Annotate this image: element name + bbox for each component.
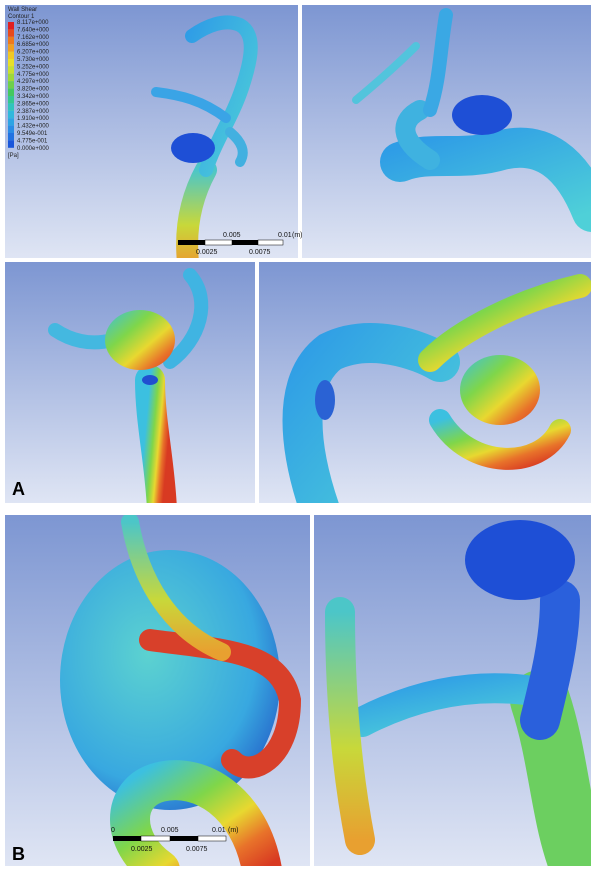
legend-label: 4.775e-001: [17, 138, 48, 144]
legend-label: 1.432e+000: [17, 124, 50, 130]
scale-segment: [257, 239, 284, 246]
legend-subtitle: Contour 1: [8, 14, 35, 20]
legend-label: 3.820e+000: [17, 87, 50, 93]
legend-label: 2.387e+000: [17, 109, 50, 115]
low-shear-spot: [142, 375, 158, 385]
scale-segment: [113, 836, 141, 841]
legend-label: 5.730e+000: [17, 57, 50, 63]
legend-label: 4.297e+000: [17, 79, 50, 85]
vessel: [395, 100, 440, 170]
legend-color-band: [8, 110, 14, 119]
legend-unit: [Pa]: [8, 153, 19, 159]
legend-color-band: [8, 22, 14, 30]
vessel: [176, 159, 217, 258]
vessel-model: [151, 15, 258, 258]
scale-label: 0: [111, 827, 115, 834]
scale-label: 0.005: [223, 232, 241, 239]
vessel: [151, 87, 231, 123]
scale-segment: [232, 240, 258, 245]
legend-label: 7.162e+000: [17, 35, 50, 41]
scale-label: 0.0075: [186, 846, 208, 853]
panel-background: [5, 262, 255, 503]
vessel-model: [352, 8, 591, 232]
legend-color-band: [8, 29, 14, 37]
vessel: [347, 673, 555, 737]
vessel: [185, 15, 258, 177]
legend-label: 3.342e+000: [17, 94, 50, 100]
scale-label: 0.01: [212, 827, 226, 834]
vessel: [418, 274, 591, 372]
vessel: [282, 323, 460, 503]
legend: Wall Shear Contour 1 [Pa] 8.117e+0007.64…: [8, 7, 50, 159]
vessel: [135, 365, 177, 503]
scale-label: 0.005: [161, 827, 179, 834]
vessel: [121, 515, 231, 661]
legend-label: 6.207e+000: [17, 50, 50, 56]
legend-label: 4.775e+000: [17, 72, 50, 78]
vessel: [423, 8, 453, 117]
aneurysm: [105, 310, 175, 370]
scale-label: 0.0025: [196, 249, 218, 256]
aneurysm: [465, 520, 575, 600]
scale-label: 0.01: [278, 232, 292, 239]
low-shear-spot: [315, 380, 335, 420]
scale-label: 0.0025: [131, 846, 153, 853]
legend-color-band: [8, 36, 14, 45]
scale-segment: [178, 240, 205, 245]
legend-title: Wall Shear: [8, 7, 37, 13]
legend-color-band: [8, 44, 14, 52]
panel-label: A: [12, 479, 25, 499]
vessel-model: [282, 274, 591, 503]
vessel: [520, 580, 580, 740]
legend-color-band: [8, 103, 14, 111]
scale-label: (m): [292, 232, 303, 239]
legend-label: 9.549e-001: [17, 131, 48, 137]
legend-color-band: [8, 81, 14, 89]
legend-color-band: [8, 140, 14, 148]
legend-color-band: [8, 125, 14, 133]
scale-bar: 0.005 0.01 (m) 0.0025 0.0075: [178, 232, 303, 256]
aneurysm: [460, 355, 540, 425]
legend-color-band: [8, 133, 14, 141]
legend-label: 7.640e+000: [17, 27, 50, 33]
scale-segment: [197, 835, 227, 842]
vessel: [429, 409, 571, 470]
scale-segment: [140, 835, 171, 842]
legend-color-band: [8, 96, 14, 104]
scale-segment: [170, 836, 198, 841]
scale-label: 0.0075: [249, 249, 271, 256]
legend-label: 1.910e+000: [17, 116, 50, 122]
vessel: [352, 42, 420, 104]
scale-bar: 0 0.005 0.01 (m) 0.0025 0.0075: [111, 827, 239, 853]
aneurysm: [60, 550, 280, 810]
legend-label: 2.865e+000: [17, 101, 50, 107]
vessel-model: [325, 520, 591, 866]
vessel: [163, 268, 209, 369]
legend-color-band: [8, 118, 14, 126]
scale-label: (m): [228, 827, 239, 834]
vessel: [325, 597, 375, 855]
aneurysm: [171, 133, 215, 163]
aneurysm: [452, 95, 512, 135]
legend-label: 5.252e+000: [17, 64, 50, 70]
legend-color-band: [8, 66, 14, 74]
vessel: [225, 127, 248, 167]
panel-label: B: [12, 844, 25, 864]
legend-color-band: [8, 88, 14, 96]
legend-label: 0.000e+000: [17, 146, 50, 152]
legend-color-band: [8, 59, 14, 67]
legend-color-band: [8, 51, 14, 59]
scale-segment: [204, 239, 233, 246]
legend-label: 8.117e+000: [17, 20, 49, 26]
legend-color-band: [8, 73, 14, 82]
legend-label: 6.685e+000: [17, 42, 50, 48]
vessel-model: [48, 268, 209, 503]
